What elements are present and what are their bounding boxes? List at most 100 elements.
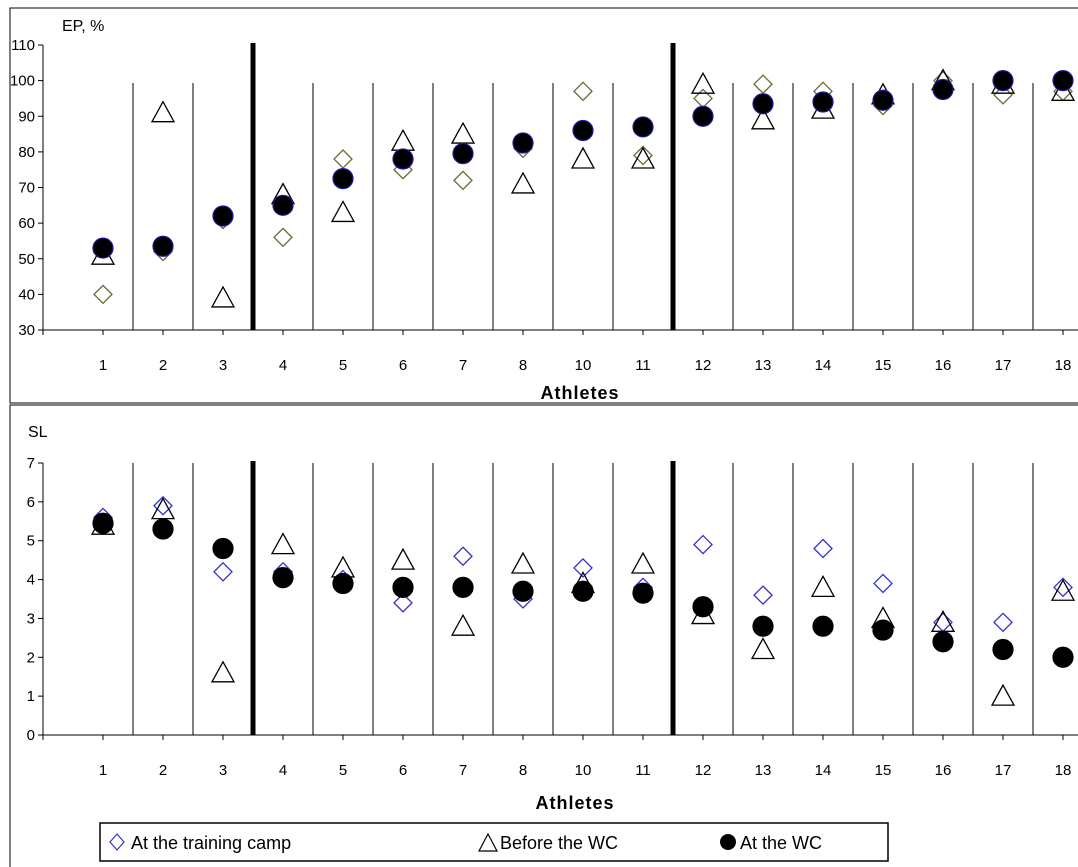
top-panel-frame	[9, 7, 1078, 404]
y-tick-label: 110	[11, 37, 35, 54]
y-tick-label: 40	[18, 286, 35, 303]
ep-before-wc-point	[390, 128, 416, 151]
ep-before-wc-point	[750, 107, 776, 130]
ep-training-camp-point	[453, 170, 473, 191]
sl-at-wc-point	[332, 572, 354, 595]
ep-training-camp-point	[273, 227, 293, 248]
bottom-panel-frame	[9, 404, 1078, 867]
x-tick-label: 3	[219, 357, 227, 374]
ep-before-wc-point	[330, 200, 356, 223]
sl-at-wc-point	[452, 576, 474, 598]
sl-training-camp-point	[1053, 577, 1073, 598]
x-tick-label: 16	[935, 357, 952, 374]
y-tick-label: 4	[27, 572, 35, 589]
x-tick-label: 4	[279, 357, 287, 374]
ep-y-axis-label: EP, %	[62, 18, 104, 35]
x-tick-label: 10	[575, 357, 592, 374]
ep-at-wc-point	[272, 194, 294, 216]
ep-at-wc-point	[752, 93, 774, 115]
y-tick-label: 5	[27, 533, 35, 550]
sl-training-camp-point	[153, 495, 173, 516]
x-tick-label: 17	[995, 357, 1012, 374]
ep-before-wc-point	[210, 285, 236, 308]
x-tick-label: 13	[755, 762, 772, 779]
sl-at-wc-point	[752, 615, 774, 637]
x-tick-label: 11	[635, 357, 651, 374]
legend-label-training-camp: At the training camp	[131, 833, 291, 853]
x-tick-label: 3	[219, 762, 227, 779]
x-tick-label: 12	[695, 762, 712, 779]
ep-before-wc-point	[150, 100, 176, 123]
ep-before-wc-point	[450, 121, 476, 144]
ep-at-wc-point	[872, 89, 894, 111]
sl-before-wc-point	[270, 532, 296, 555]
y-tick-label: 2	[27, 649, 35, 666]
ep-at-wc-point	[392, 148, 414, 170]
ep-training-camp-point	[993, 84, 1013, 105]
sl-before-wc-point	[630, 551, 656, 574]
sl-marks	[90, 495, 1076, 706]
x-tick-label: 4	[279, 762, 287, 779]
x-tick-label: 11	[635, 762, 651, 779]
sl-at-wc-point	[632, 582, 654, 604]
x-tick-label: 2	[159, 357, 167, 374]
ep-at-wc-point	[332, 167, 354, 190]
ep-at-wc-point	[992, 70, 1014, 92]
ep-before-wc-point	[1050, 78, 1076, 101]
y-tick-label: 0	[27, 727, 35, 744]
x-tick-label: 12	[695, 357, 712, 374]
sl-x-axis-title: Athletes	[535, 793, 614, 813]
legend-item-training-camp: At the training camp	[109, 833, 291, 853]
legend-label-at-wc: At the WC	[740, 833, 822, 853]
sl-at-wc-point	[692, 596, 714, 618]
sl-at-wc-point	[992, 638, 1014, 661]
ep-training-camp-point	[753, 74, 773, 95]
ep-grid	[132, 43, 1034, 330]
ep-at-wc-point	[632, 116, 654, 138]
x-tick-label: 5	[339, 357, 347, 374]
ep-at-wc-point	[1052, 70, 1074, 92]
sl-before-wc-point	[390, 547, 416, 570]
sl-at-wc-point	[872, 619, 894, 641]
x-tick-label: 14	[815, 762, 832, 779]
ep-at-wc-point	[932, 78, 954, 101]
x-tick-label: 1	[99, 762, 107, 779]
ep-at-wc-point	[812, 91, 834, 113]
ep-marks	[90, 68, 1076, 308]
sl-training-camp-point	[393, 592, 413, 613]
ep-x-axis-title: Athletes	[540, 383, 619, 403]
sl-before-wc-point	[510, 551, 536, 574]
x-tick-label: 7	[459, 762, 467, 779]
legend-label-before-wc: Before the WC	[500, 833, 618, 853]
ep-training-camp-point	[633, 145, 653, 166]
sl-before-wc-point	[450, 613, 476, 636]
x-tick-label: 15	[875, 762, 892, 779]
sl-before-wc-point	[750, 637, 776, 660]
sl-training-camp-point	[813, 538, 833, 559]
x-tick-label: 16	[935, 762, 952, 779]
sl-training-camp-point	[573, 557, 593, 578]
x-tick-label: 18	[1055, 357, 1072, 374]
sl-at-wc-point	[272, 567, 294, 589]
y-tick-label: 60	[18, 215, 35, 232]
ep-before-wc-point	[510, 171, 536, 194]
x-tick-label: 6	[399, 762, 407, 779]
y-tick-label: 80	[18, 144, 35, 161]
legend-box	[99, 822, 889, 862]
y-tick-label: 6	[27, 494, 35, 511]
x-tick-label: 10	[575, 762, 592, 779]
sl-before-wc-point	[810, 574, 836, 597]
y-tick-label: 30	[18, 322, 35, 339]
y-tick-label: 3	[27, 610, 35, 627]
sl-at-wc-point	[932, 631, 954, 653]
y-tick-label: 70	[18, 180, 35, 197]
sl-grid	[132, 461, 1034, 735]
sl-training-camp-point	[753, 585, 773, 606]
ep-training-camp-point	[93, 284, 113, 305]
ep-at-wc-point	[92, 237, 114, 259]
ep-at-wc-point	[152, 235, 174, 257]
